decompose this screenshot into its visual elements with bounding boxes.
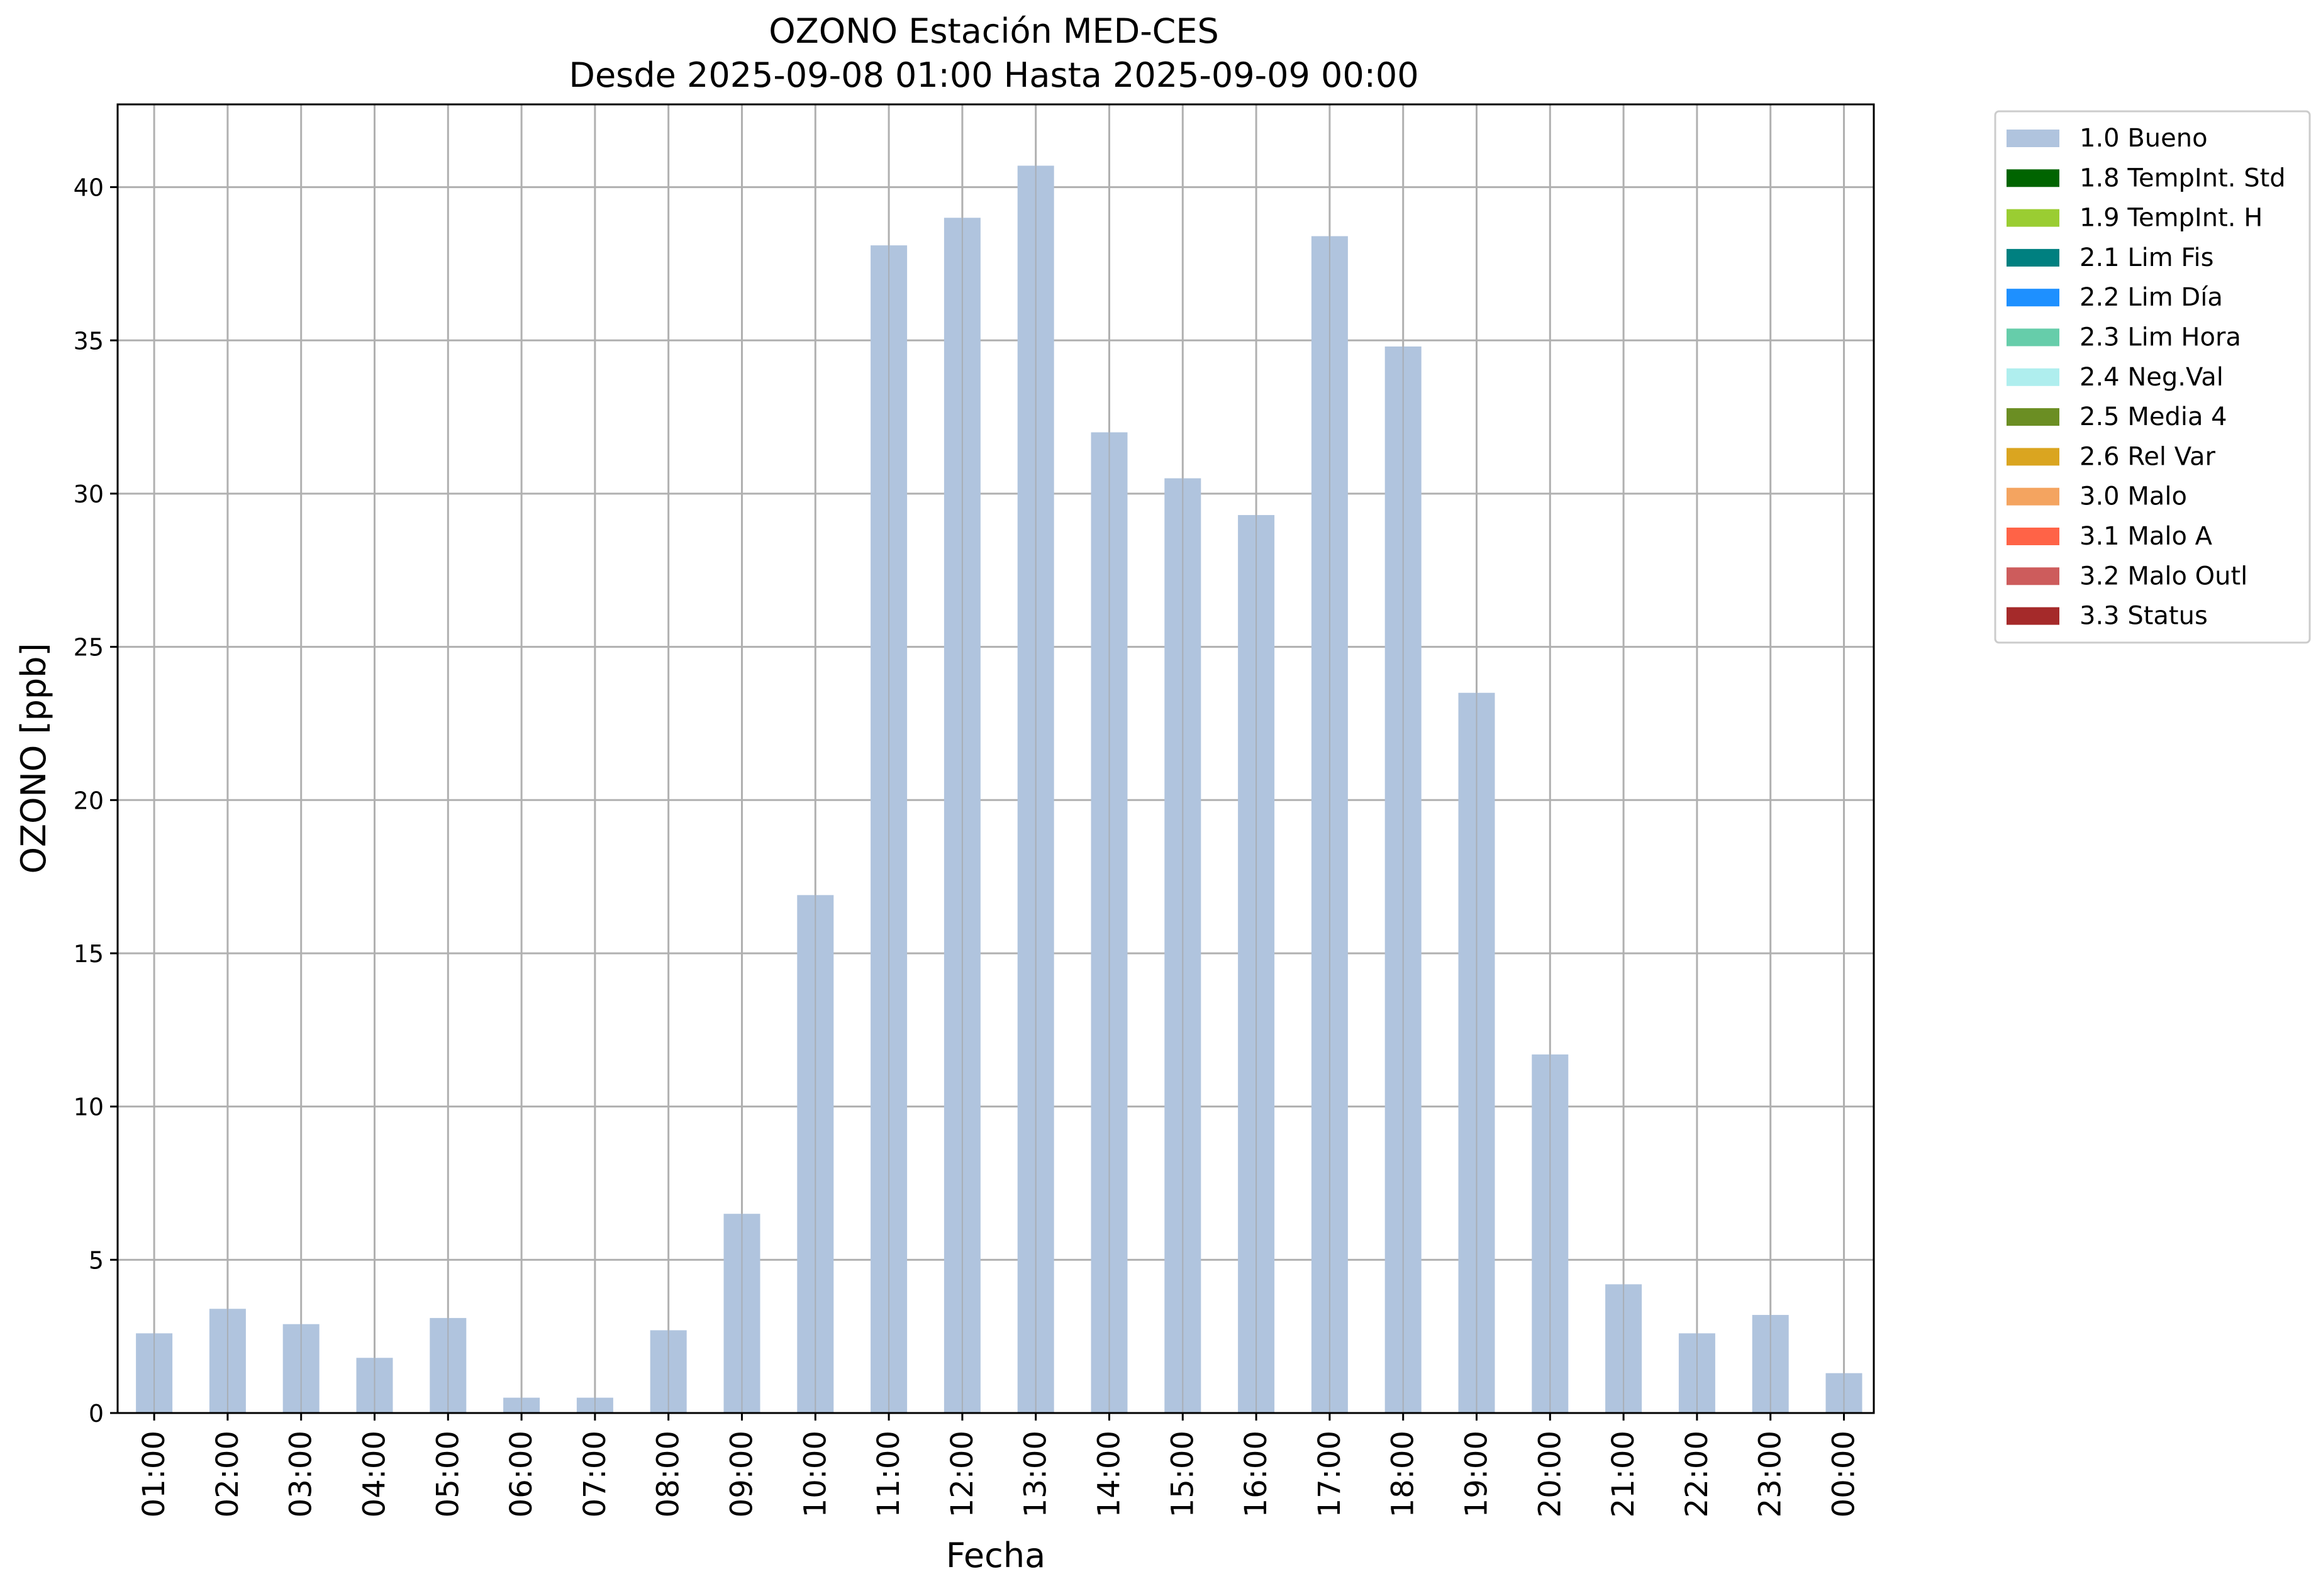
x-tick-label: 22:00 <box>1679 1431 1715 1517</box>
legend-swatch <box>2007 368 2059 386</box>
y-tick-label: 40 <box>74 174 104 202</box>
chart-title: OZONO Estación MED-CES <box>769 11 1219 51</box>
x-tick-label: 13:00 <box>1018 1431 1054 1517</box>
x-tick-label: 23:00 <box>1753 1431 1788 1517</box>
x-tick-label: 18:00 <box>1386 1431 1421 1517</box>
y-tick-label: 0 <box>89 1400 104 1427</box>
legend-label: 2.1 Lim Fis <box>2079 243 2213 272</box>
legend-swatch <box>2007 130 2059 147</box>
x-tick-label: 06:00 <box>504 1431 539 1517</box>
legend-label: 2.5 Media 4 <box>2079 402 2227 431</box>
legend-label: 3.3 Status <box>2079 602 2208 631</box>
x-tick-label: 03:00 <box>284 1431 319 1517</box>
y-tick-label: 5 <box>89 1246 104 1274</box>
x-tick-label: 02:00 <box>210 1431 245 1517</box>
x-tick-label: 09:00 <box>725 1431 760 1517</box>
x-tick-label: 04:00 <box>357 1431 392 1517</box>
plot-frame <box>116 103 1875 1414</box>
legend-swatch <box>2007 209 2059 227</box>
legend-swatch <box>2007 328 2059 346</box>
x-tick-label: 10:00 <box>798 1431 833 1517</box>
legend-swatch <box>2007 448 2059 466</box>
bars <box>136 165 1862 1414</box>
x-tick-label: 05:00 <box>430 1431 465 1517</box>
y-tick-label: 30 <box>74 480 104 508</box>
legend-label: 1.8 TempInt. Std <box>2079 163 2286 192</box>
y-axis: 0 5 10 15 20 25 30 35 40 <box>74 174 118 1427</box>
x-tick-label: 11:00 <box>871 1431 906 1517</box>
x-tick-label: 21:00 <box>1606 1431 1641 1517</box>
legend-swatch <box>2007 289 2059 307</box>
legend-label: 3.1 Malo A <box>2079 522 2213 551</box>
y-tick-label: 10 <box>74 1094 104 1121</box>
x-tick-label: 17:00 <box>1312 1431 1347 1517</box>
legend-swatch <box>2007 567 2059 585</box>
x-axis-label: Fecha <box>946 1536 1045 1575</box>
x-tick-label: 16:00 <box>1239 1431 1274 1517</box>
y-tick-label: 25 <box>74 634 104 662</box>
x-tick-label: 00:00 <box>1827 1431 1862 1517</box>
y-axis-label: OZONO [ppb] <box>14 643 53 873</box>
legend-label: 2.2 Lim Día <box>2079 283 2223 312</box>
x-tick-label: 20:00 <box>1532 1431 1567 1517</box>
legend-swatch <box>2007 248 2059 267</box>
legend-swatch <box>2007 487 2059 506</box>
legend-label: 1.9 TempInt. H <box>2079 204 2263 233</box>
legend-label: 2.6 Rel Var <box>2079 442 2216 471</box>
y-tick-label: 15 <box>74 940 104 968</box>
legend-label: 2.4 Neg.Val <box>2079 363 2224 392</box>
y-tick-label: 35 <box>74 327 104 355</box>
legend-label: 2.3 Lim Hora <box>2079 323 2241 352</box>
legend-label: 1.0 Bueno <box>2079 124 2208 153</box>
x-tick-label: 08:00 <box>651 1431 686 1517</box>
x-tick-label: 07:00 <box>577 1431 613 1517</box>
x-tick-label: 14:00 <box>1092 1431 1127 1517</box>
x-tick-label: 15:00 <box>1165 1431 1200 1517</box>
legend-frame <box>1994 110 2311 644</box>
x-tick-label: 01:00 <box>136 1431 172 1517</box>
legend-swatch <box>2007 169 2059 187</box>
legend-swatch <box>2007 408 2059 426</box>
x-tick-label: 12:00 <box>945 1431 980 1517</box>
legend-swatch <box>2007 528 2059 545</box>
x-tick-label: 19:00 <box>1459 1431 1495 1517</box>
chart-subtitle: Desde 2025-09-08 01:00 Hasta 2025-09-09 … <box>569 55 1418 95</box>
y-tick-label: 20 <box>74 787 104 814</box>
x-axis: 01:00 02:00 03:00 04:00 05:00 06:00 07:00 08:00… <box>136 1413 1862 1517</box>
legend-label: 3.0 Malo <box>2079 482 2187 511</box>
legend-label: 3.2 Malo Outl <box>2079 562 2247 590</box>
legend-swatch <box>2007 607 2059 625</box>
legend: 1.0 Bueno 1.8 TempInt. Std 1.9 TempInt. H 2… <box>1994 110 2311 644</box>
